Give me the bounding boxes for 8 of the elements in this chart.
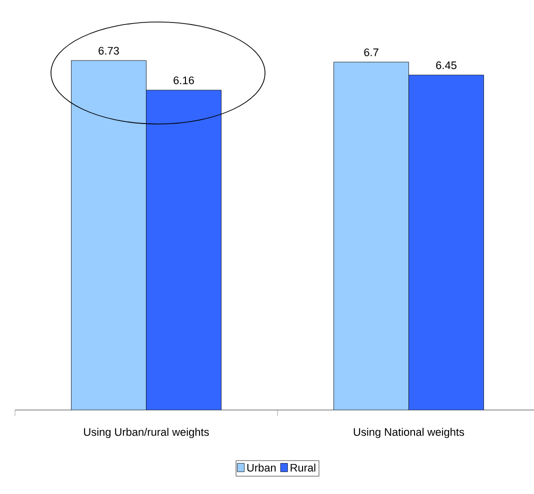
data-label: 6.7 (364, 48, 378, 56)
data-label: 6.45 (436, 61, 456, 70)
data-label: 6.16 (174, 76, 194, 84)
data-label: 6.73 (98, 46, 119, 55)
legend-label: Urban (247, 464, 276, 472)
x-tick-label: Using Urban/rural weights (84, 428, 209, 438)
legend-label: Rural (290, 464, 316, 472)
x-tick-label: Using National weights (354, 428, 464, 438)
